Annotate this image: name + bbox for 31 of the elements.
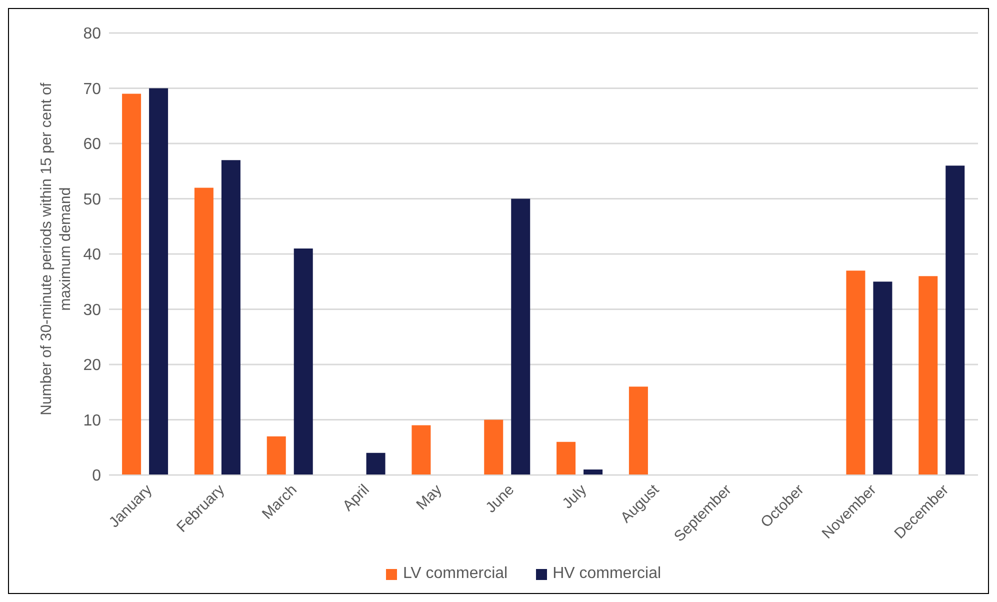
bar <box>484 420 504 475</box>
legend-label: LV commercial <box>402 565 508 583</box>
bar <box>873 282 892 475</box>
y-tick-label: 60 <box>83 136 102 154</box>
bar <box>266 436 286 475</box>
bar <box>511 198 530 475</box>
bar <box>221 160 240 475</box>
y-tick-label: 20 <box>83 357 102 374</box>
bar <box>946 166 965 475</box>
y-axis-title: Number of 30-minute periods within 15 per cent of maximum demand <box>31 19 81 479</box>
y-tick-label: 0 <box>92 468 102 485</box>
y-tick-label: 40 <box>83 246 102 264</box>
x-tick-label: May <box>413 480 446 514</box>
bar <box>412 425 431 475</box>
bar <box>846 270 866 475</box>
y-tick-label: 10 <box>83 412 102 430</box>
y-tick-label: 50 <box>83 191 102 208</box>
bar <box>366 452 386 475</box>
bar <box>556 442 576 475</box>
bar <box>294 248 313 475</box>
y-tick-label: 70 <box>83 80 102 98</box>
bar <box>918 276 938 475</box>
y-tick-label: 80 <box>83 26 102 43</box>
bar <box>584 469 603 475</box>
bar <box>149 88 168 475</box>
x-tick-label: July <box>559 480 590 512</box>
legend-label: HV commercial <box>552 565 662 583</box>
bar <box>628 386 648 475</box>
y-tick-label: 30 <box>83 302 102 319</box>
bar <box>122 94 142 475</box>
bar <box>194 188 214 475</box>
